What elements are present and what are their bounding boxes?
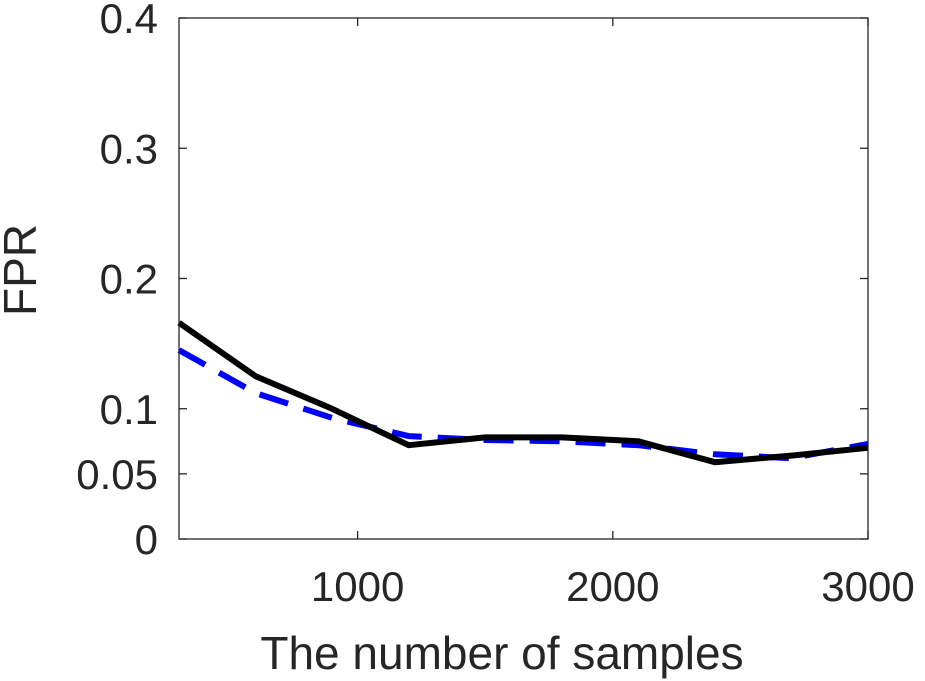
- x-axis-label: The number of samples: [260, 627, 743, 679]
- y-axis-label: FPR: [0, 224, 46, 316]
- series-line-dashed: [177, 347, 869, 462]
- x-tick-label: 1000: [311, 563, 404, 610]
- y-tick-label: 0.3: [100, 125, 158, 172]
- series-line-solid: [177, 320, 869, 466]
- y-tick-label: 0.4: [100, 0, 158, 42]
- y-tick-label: 0.1: [100, 386, 158, 433]
- y-tick-label: 0.2: [100, 256, 158, 303]
- y-tick-label: 0: [135, 516, 158, 563]
- x-tick-label: 3000: [821, 563, 914, 610]
- y-tick-label: 0.05: [76, 451, 158, 498]
- x-tick-label: 2000: [566, 563, 659, 610]
